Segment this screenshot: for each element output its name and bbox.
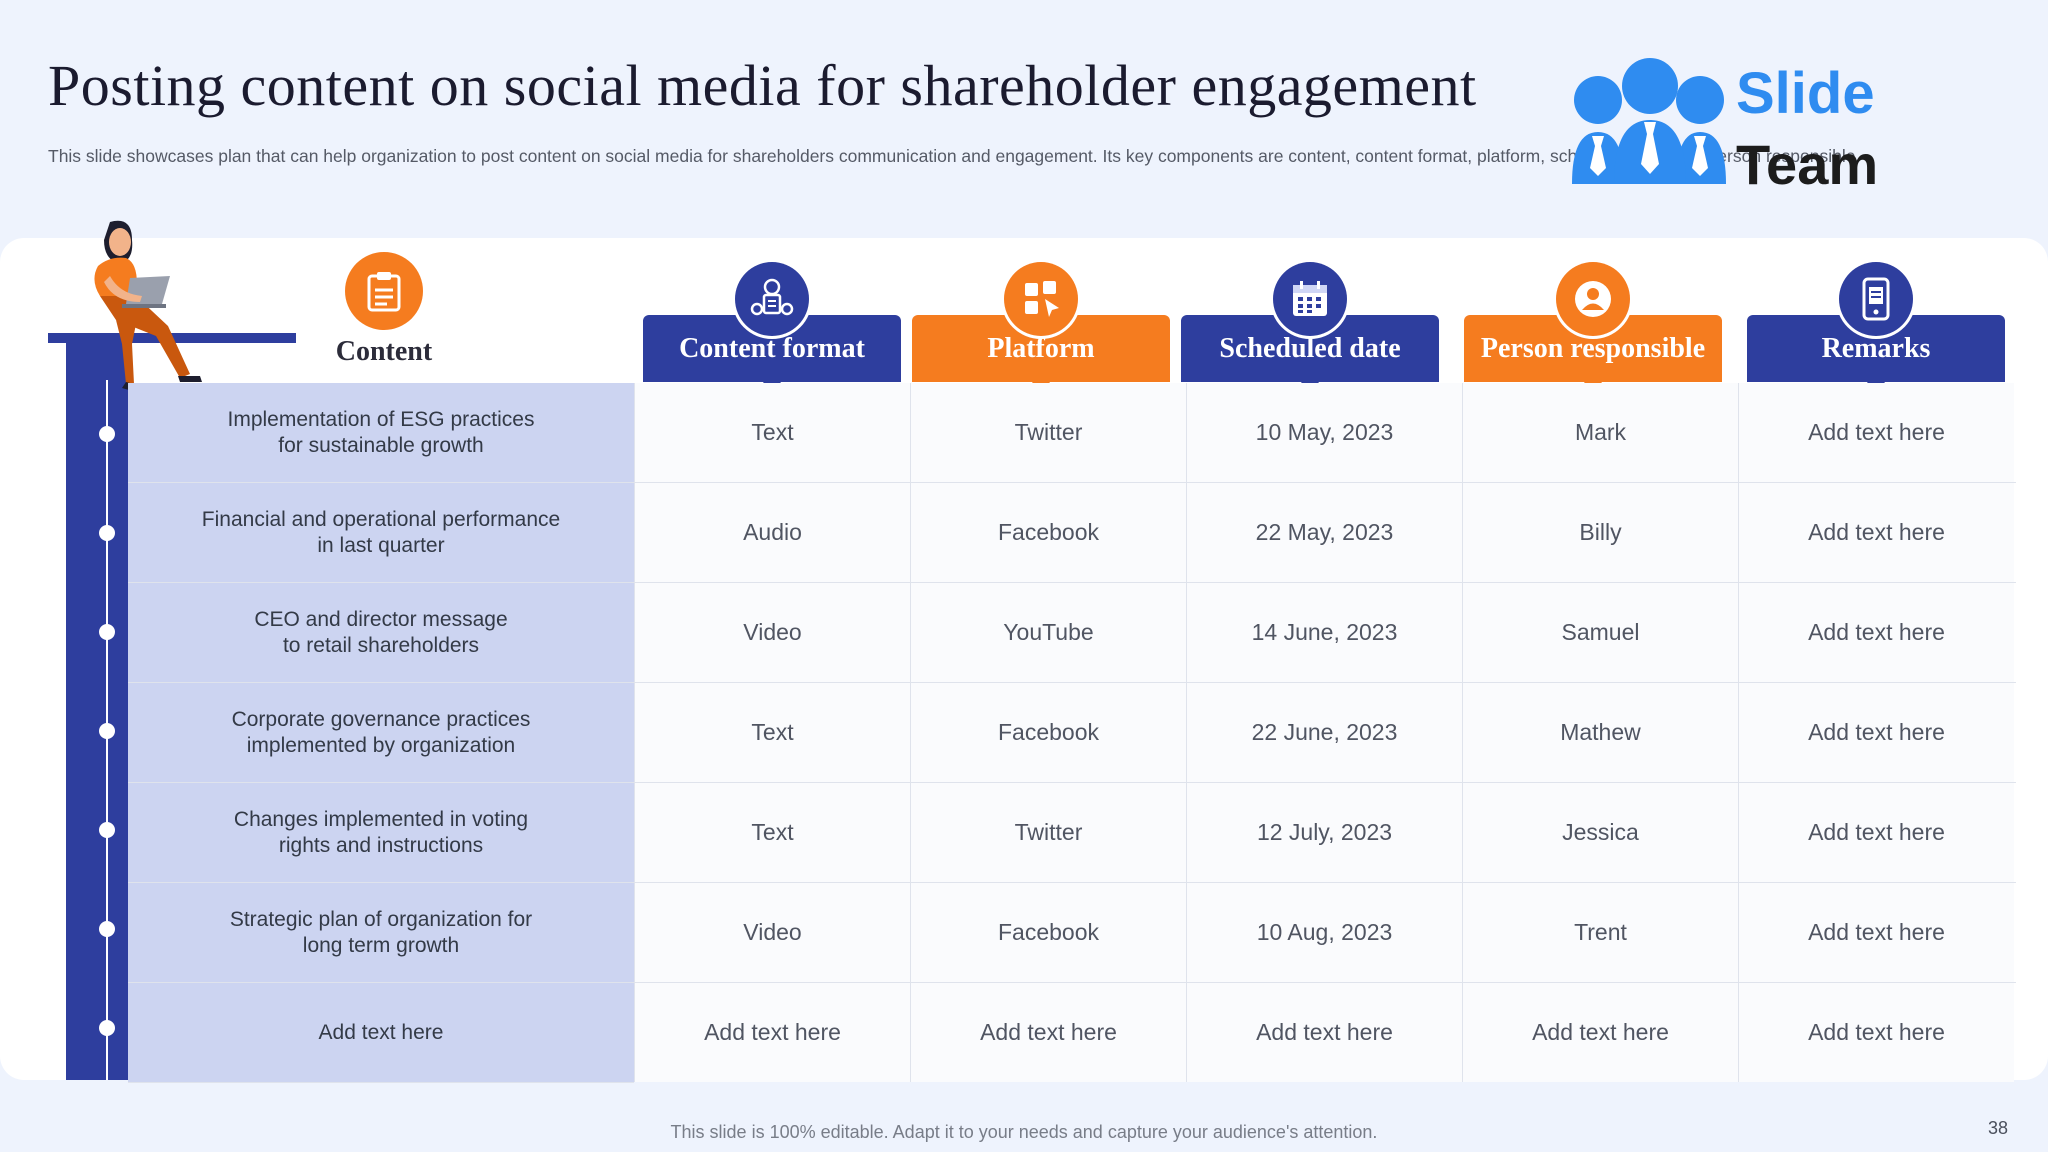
header-person-responsible: Person responsible xyxy=(1464,262,1722,394)
table-cell: Add text here xyxy=(910,983,1186,1082)
table-cell: Text xyxy=(634,683,910,782)
table-cell: Billy xyxy=(1462,483,1738,582)
table-cell: Mark xyxy=(1462,383,1738,482)
table-cell: Facebook xyxy=(910,883,1186,982)
table-cell: Mathew xyxy=(1462,683,1738,782)
logo-word-slide: Slide xyxy=(1736,61,1875,126)
timeline-dot xyxy=(99,624,115,640)
timeline-dot xyxy=(99,525,115,541)
table-cell: Add text here xyxy=(634,983,910,1082)
clipboard-icon xyxy=(345,252,423,330)
page-number: 38 xyxy=(1987,1118,2008,1138)
table-cell: Text xyxy=(634,383,910,482)
table-cell: Add text here xyxy=(1462,983,1738,1082)
content-header-label: Content xyxy=(335,336,433,367)
table-cell: Twitter xyxy=(910,783,1186,882)
table-cell: 14 June, 2023 xyxy=(1186,583,1462,682)
content-cell: Corporate governance practices implement… xyxy=(128,683,634,783)
table-cell: Audio xyxy=(634,483,910,582)
content-cell: Implementation of ESG practices for sust… xyxy=(128,383,634,483)
header-content-format: Content format xyxy=(643,262,901,394)
logo-word-team: Team xyxy=(1736,133,1879,196)
team-people-icon xyxy=(1572,58,1726,184)
user-icon xyxy=(1556,262,1630,336)
header-platform: Platform xyxy=(912,262,1170,394)
table-row: Implementation of ESG practices for sust… xyxy=(128,383,2016,483)
table-cell: Trent xyxy=(1462,883,1738,982)
content-cell: Financial and operational performance in… xyxy=(128,483,634,583)
footer-note: This slide is 100% editable. Adapt it to… xyxy=(670,1122,1378,1142)
media-icon xyxy=(735,262,809,336)
timeline-dot xyxy=(99,921,115,937)
table-cell: Facebook xyxy=(910,483,1186,582)
header-label: Content format xyxy=(643,315,901,382)
slide-title: Posting content on social media for shar… xyxy=(48,53,1477,118)
table-row: Add text here Add text here Add text here A… xyxy=(128,983,2016,1083)
table-cell: Add text here xyxy=(1738,583,2014,682)
slide-subtitle: This slide showcases plan that can help … xyxy=(48,146,1861,166)
table-cell: 10 May, 2023 xyxy=(1186,383,1462,482)
social-apps-icon xyxy=(1004,262,1078,336)
content-cell: CEO and director message to retail share… xyxy=(128,583,634,683)
content-column-header: Content xyxy=(330,252,438,368)
timeline-dot xyxy=(99,822,115,838)
calendar-icon xyxy=(1273,262,1347,336)
table-cell: Add text here xyxy=(1738,483,2014,582)
table-row: Changes implemented in voting rights and… xyxy=(128,783,2016,883)
timeline-dot xyxy=(99,426,115,442)
table-row: Corporate governance practices implement… xyxy=(128,683,2016,783)
phone-document-icon xyxy=(1839,262,1913,336)
table-cell: Add text here xyxy=(1186,983,1462,1082)
table-cell: Twitter xyxy=(910,383,1186,482)
table-cell: Samuel xyxy=(1462,583,1738,682)
content-cell: Changes implemented in voting rights and… xyxy=(128,783,634,883)
table-cell: Add text here xyxy=(1738,683,2014,782)
table-row: Financial and operational performance in… xyxy=(128,483,2016,583)
timeline-dot xyxy=(99,723,115,739)
table-cell: Jessica xyxy=(1462,783,1738,882)
table-cell: YouTube xyxy=(910,583,1186,682)
table-cell: Add text here xyxy=(1738,983,2014,1082)
table-row: CEO and director message to retail share… xyxy=(128,583,2016,683)
timeline-dot xyxy=(99,1020,115,1036)
woman-with-laptop-illustration xyxy=(94,220,202,392)
table-cell: 22 May, 2023 xyxy=(1186,483,1462,582)
table-cell: 10 Aug, 2023 xyxy=(1186,883,1462,982)
table-row: Strategic plan of organization for long … xyxy=(128,883,2016,983)
table-cell: 22 June, 2023 xyxy=(1186,683,1462,782)
content-cell: Add text here xyxy=(128,983,634,1083)
content-table: Implementation of ESG practices for sust… xyxy=(128,383,2016,1083)
header-scheduled-date: Scheduled date xyxy=(1181,262,1439,394)
table-cell: Video xyxy=(634,883,910,982)
table-cell: Add text here xyxy=(1738,883,2014,982)
table-cell: Video xyxy=(634,583,910,682)
slideteam-logo: Slide Team xyxy=(1568,56,1888,196)
content-cell: Strategic plan of organization for long … xyxy=(128,883,634,983)
table-cell: Add text here xyxy=(1738,783,2014,882)
header-remarks: Remarks xyxy=(1747,262,2005,394)
timeline-bar xyxy=(66,336,128,1080)
table-cell: 12 July, 2023 xyxy=(1186,783,1462,882)
table-cell: Text xyxy=(634,783,910,882)
table-cell: Facebook xyxy=(910,683,1186,782)
table-cell: Add text here xyxy=(1738,383,2014,482)
